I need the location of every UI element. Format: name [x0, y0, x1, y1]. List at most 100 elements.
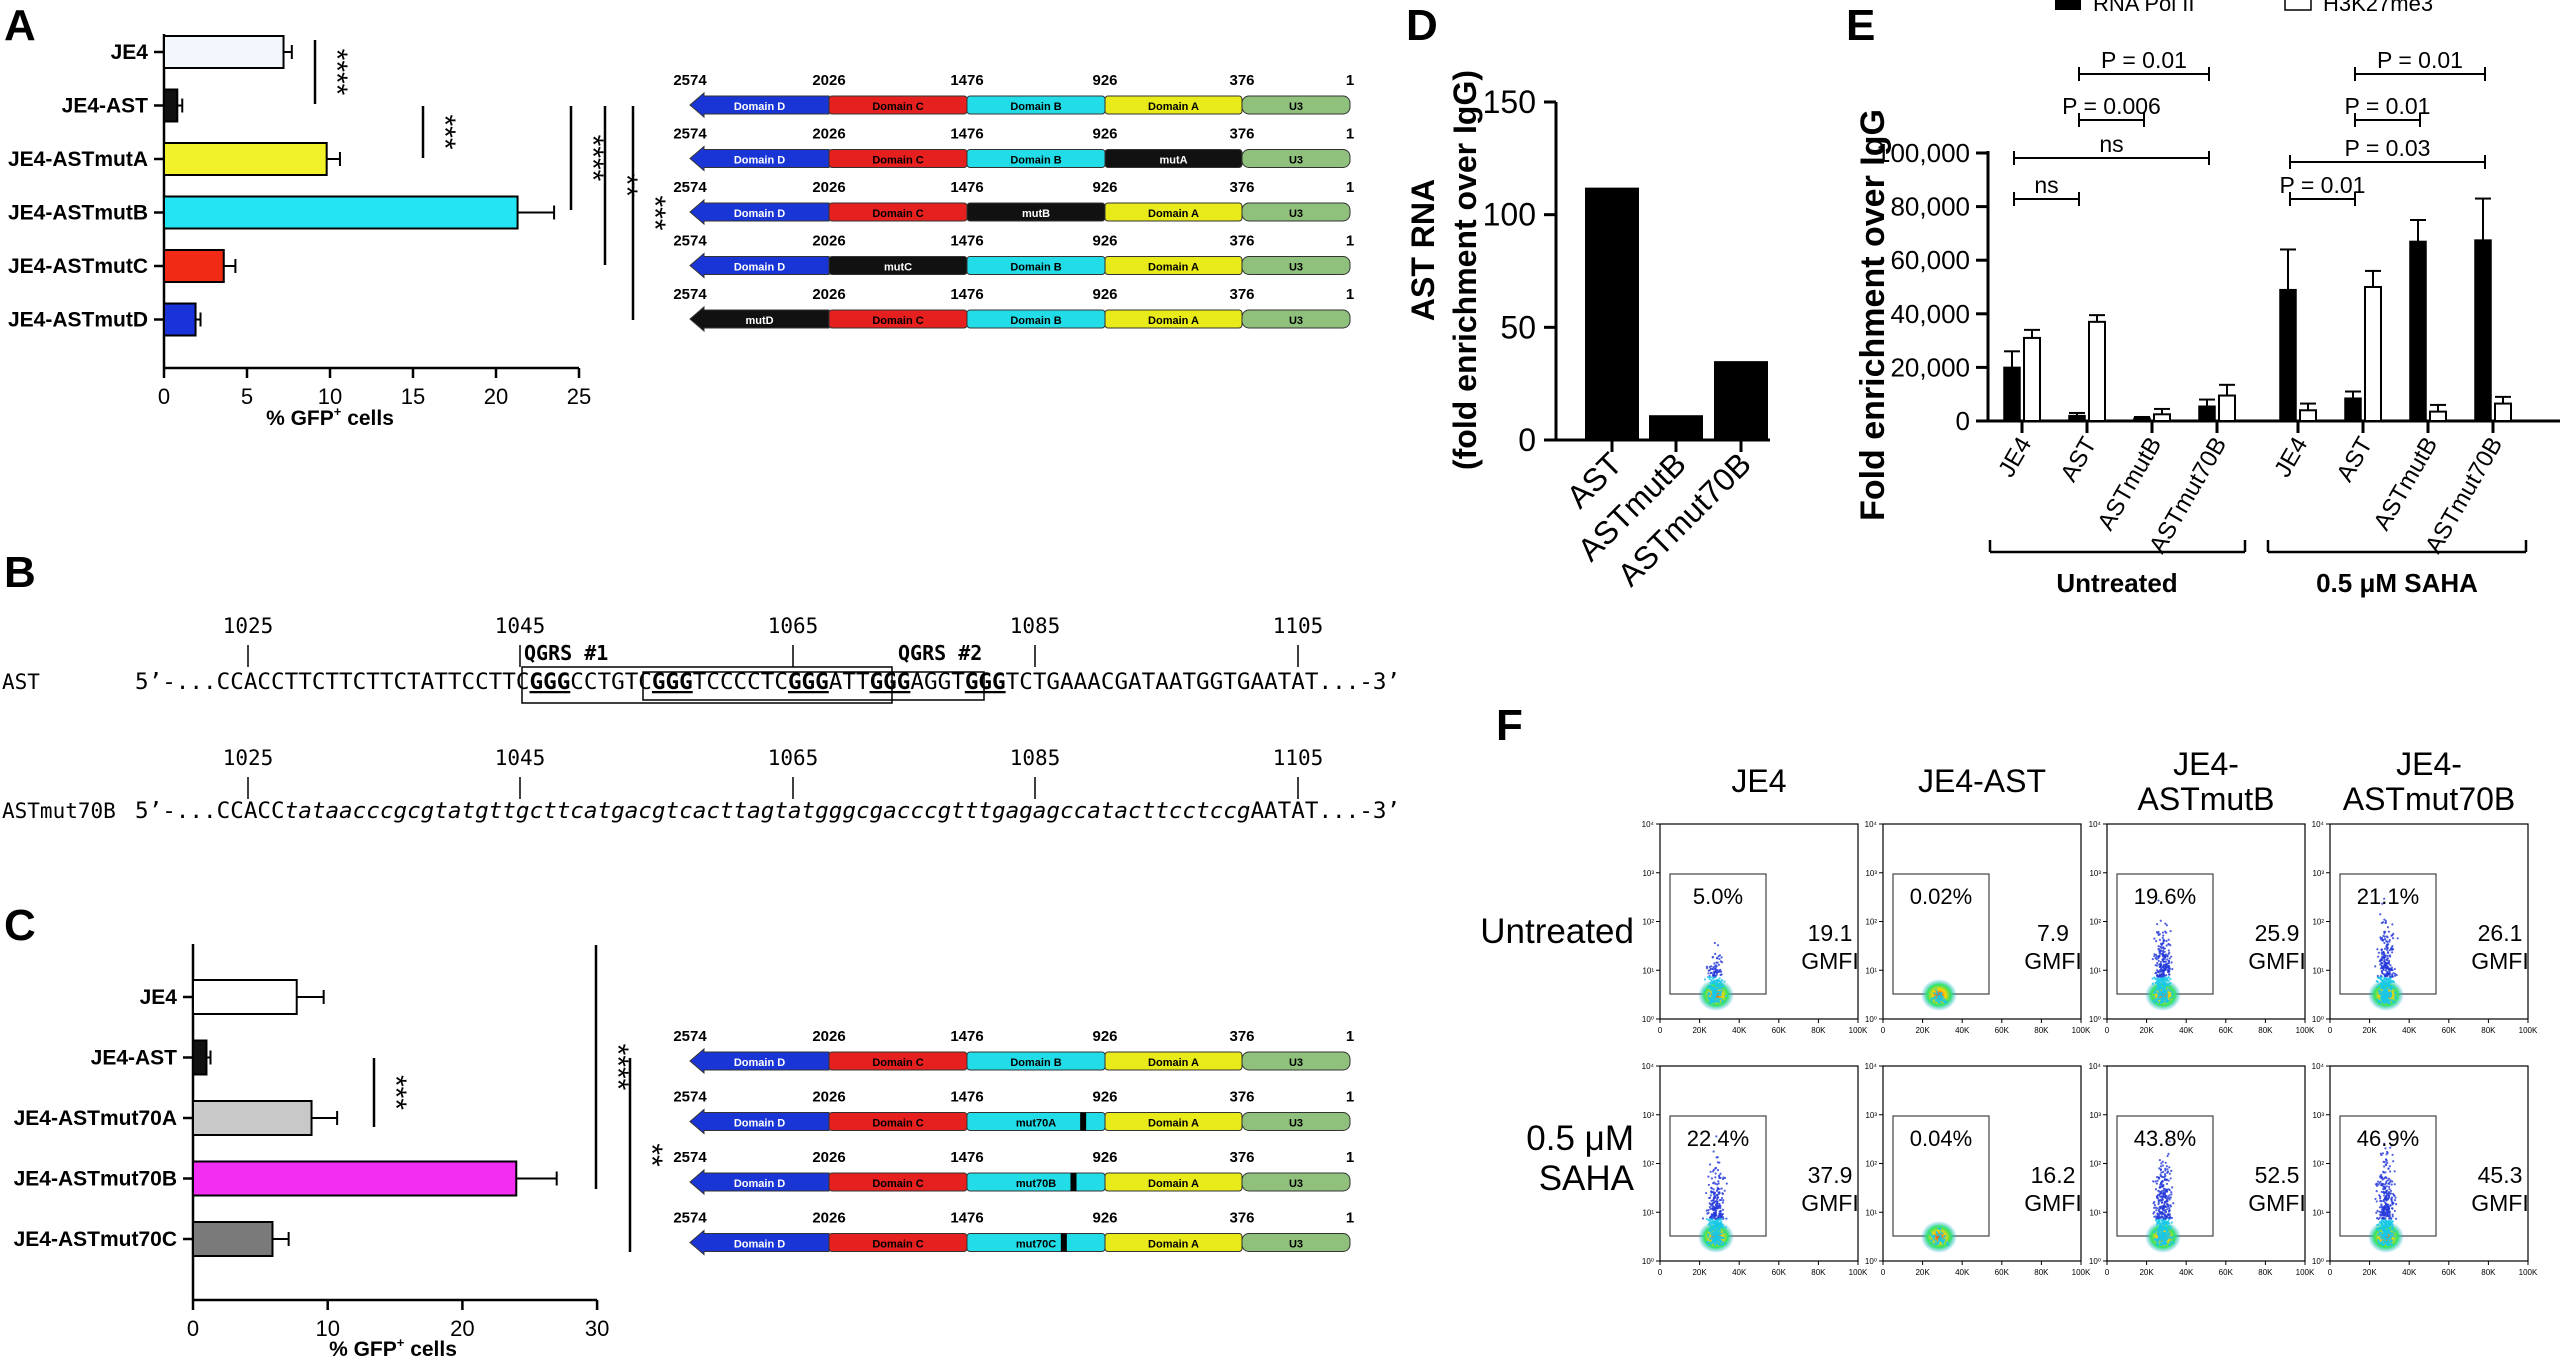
domain-label: Domain D — [734, 1057, 785, 1069]
bar — [192, 1221, 274, 1257]
event-dot — [1716, 1161, 1719, 1164]
y-tick-label: 10⁴ — [2312, 1062, 2325, 1071]
event-dot — [2169, 1225, 2172, 1228]
event-dot — [2386, 926, 2390, 929]
x-tick-label: 20K — [1692, 1268, 1707, 1277]
position-label: 376 — [1229, 1149, 1254, 1166]
event-dot — [2382, 1213, 2386, 1216]
event-dot — [2393, 1199, 2397, 1202]
domain-label: Domain A — [1148, 101, 1199, 113]
event-dot — [2163, 1178, 2166, 1182]
event-dot — [2389, 1192, 2392, 1195]
category-label: JE4-ASTmutB — [8, 202, 148, 225]
event-dot — [1708, 1227, 1712, 1230]
flow-plot: 0 20K 40K 60K 80K 100K 10⁰ 10¹ 10² 10³ 10⁴ 46.9% 45.… — [2312, 1062, 2538, 1277]
event-dot — [2380, 1190, 2383, 1194]
position-label: 926 — [1092, 233, 1117, 250]
event-dot — [2163, 947, 2166, 950]
event-dot — [2153, 955, 2156, 958]
position-tick-label: 1105 — [1273, 614, 1324, 638]
x-tick-label: 80K — [2481, 1268, 2496, 1277]
event-dot — [2393, 1235, 2396, 1238]
event-dot — [1716, 1187, 1720, 1191]
event-dot — [1720, 1187, 1723, 1190]
event-dot — [1718, 984, 1721, 988]
event-dot — [2157, 959, 2160, 963]
event-dot — [2159, 960, 2162, 964]
event-dot — [1719, 987, 1722, 990]
position-tick-label: 1045 — [495, 614, 546, 638]
x-tick-label: 0 — [1881, 1268, 1886, 1277]
x-tick-label: 40K — [1732, 1026, 1747, 1035]
bar-polII — [2198, 405, 2216, 422]
event-dot — [1719, 1206, 1722, 1210]
event-dot — [1705, 967, 1709, 970]
event-dot — [2382, 1160, 2385, 1163]
event-dot — [2159, 952, 2163, 955]
event-dot — [1719, 1172, 1722, 1175]
flow-plot: 0 20K 40K 60K 80K 100K 10⁰ 10¹ 10² 10³ 10⁴ 0.04% 16.… — [1865, 1062, 2091, 1277]
position-label: 2574 — [673, 1210, 707, 1227]
event-dot — [2388, 1212, 2391, 1215]
g-tract: GGG — [965, 669, 1006, 695]
flow-plot: 0 20K 40K 60K 80K 100K 10⁰ 10¹ 10² 10³ 10⁴ 21.1% 26.… — [2312, 820, 2538, 1035]
position-tick-label: 1085 — [1010, 614, 1061, 638]
position-tick-label: 1085 — [1010, 746, 1061, 770]
event-dot — [2388, 949, 2391, 952]
event-dot — [1712, 1001, 1716, 1004]
event-dot — [2375, 1200, 2378, 1203]
bar-h3k27me3 — [2429, 410, 2447, 422]
position-label: 376 — [1229, 72, 1254, 89]
event-dot — [1709, 1224, 1712, 1227]
event-dot — [2171, 1240, 2175, 1243]
event-dot — [2161, 942, 2164, 945]
event-dot — [2388, 954, 2391, 957]
event-dot — [2171, 995, 2174, 999]
event-dot — [2385, 965, 2388, 968]
event-dot — [2164, 1215, 2167, 1218]
event-dot — [2158, 1177, 2161, 1180]
event-dot — [2157, 980, 2160, 983]
event-dot — [2381, 986, 2384, 989]
x-tick-label: 20 — [450, 1316, 474, 1341]
position-label: 376 — [1229, 179, 1254, 196]
event-dot — [2168, 1243, 2171, 1246]
event-dot — [2153, 1206, 2156, 1209]
event-dot — [2387, 999, 2390, 1002]
event-dot — [2388, 1196, 2391, 1199]
event-dot — [2158, 954, 2161, 957]
domain-label: Domain D — [734, 1118, 785, 1130]
event-dot — [2154, 1180, 2157, 1183]
event-dot — [2156, 1179, 2159, 1182]
event-dot — [2159, 919, 2162, 922]
event-dot — [2378, 992, 2381, 995]
bar — [1585, 187, 1639, 440]
event-dot — [2383, 952, 2386, 955]
position-tick-label: 1025 — [223, 614, 274, 638]
y-tick-label: 10³ — [1642, 1111, 1654, 1120]
x-tick-label: JE4 — [1993, 433, 2037, 482]
x-tick-label: 80K — [1811, 1268, 1826, 1277]
domain-segment — [1241, 309, 1351, 329]
gmfi-label: GMFI — [2471, 948, 2529, 974]
event-dot — [2154, 1188, 2158, 1191]
position-tick-label: 1045 — [495, 746, 546, 770]
x-tick-label: 0 — [2105, 1026, 2110, 1035]
event-dot — [2156, 932, 2159, 935]
y-tick-label: 10⁴ — [2089, 820, 2102, 829]
event-dot — [1714, 1232, 1717, 1235]
event-dot — [1934, 1240, 1937, 1243]
domain-segment — [1241, 1112, 1351, 1131]
event-dot — [1718, 1230, 1722, 1233]
event-dot — [1938, 992, 1941, 995]
y-tick-label: 0 — [1518, 422, 1536, 458]
panel-letter-b: B — [4, 548, 36, 597]
y-tick-label: 10⁰ — [1865, 1257, 1877, 1266]
event-dot — [2389, 1220, 2392, 1223]
event-dot — [2387, 1228, 2390, 1232]
domain-segment — [1241, 149, 1351, 168]
domain-label: Domain C — [872, 1178, 923, 1190]
gmfi-value: 19.1 — [1808, 920, 1853, 946]
panel-a-constructs: 2574 2026 1476 926 376 1 Domain D Domain C Domai… — [673, 72, 1354, 333]
event-dot — [2375, 1182, 2378, 1185]
